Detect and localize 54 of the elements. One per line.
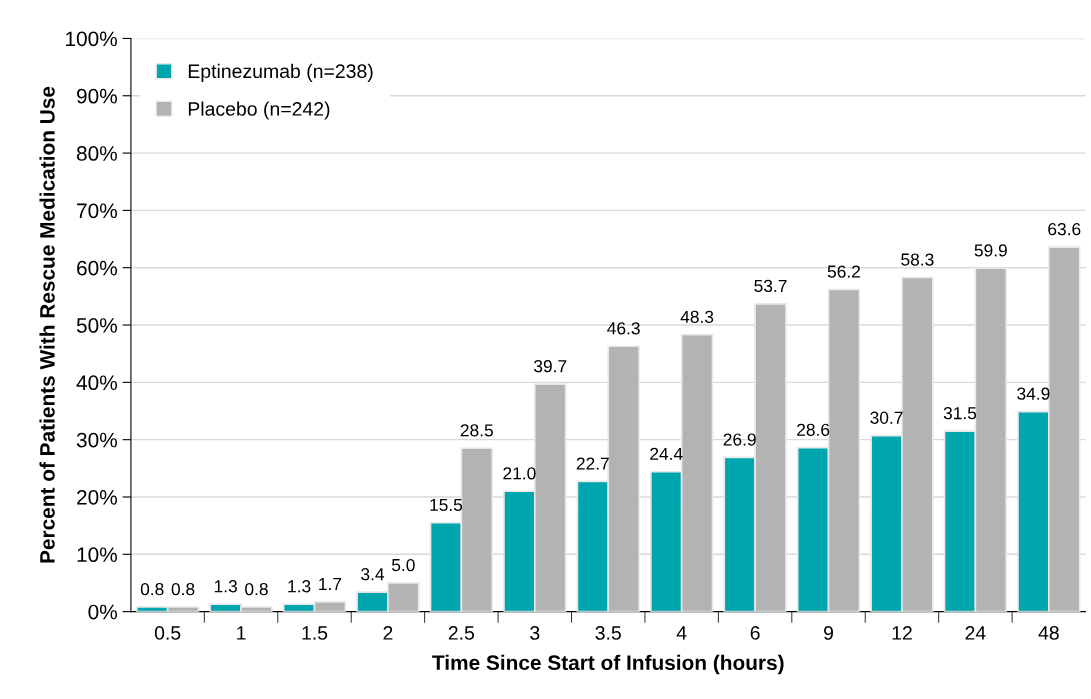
data-label: 58.3	[901, 253, 934, 266]
data-label: 28.6	[797, 423, 830, 436]
y-tick-label: 70%	[77, 203, 117, 219]
y-tick-label: 0%	[88, 604, 117, 620]
data-label: 21.0	[503, 467, 536, 480]
data-label: 15.5	[430, 498, 463, 512]
data-label: 0.8	[171, 582, 195, 596]
legend-label: Placebo (n=242)	[188, 101, 330, 120]
data-label: 26.9	[723, 433, 756, 446]
data-label: 1.3	[288, 580, 311, 593]
data-label: 5.0	[391, 558, 415, 572]
y-tick-label: 30%	[76, 432, 117, 448]
data-label: 63.6	[1048, 223, 1081, 236]
x-tick-label: 24	[965, 626, 986, 640]
y-axis-title: Percent of Patients With Rescue Medication Use	[39, 86, 55, 563]
x-tick-label: 48	[1038, 626, 1059, 640]
y-tick-label: 80%	[76, 146, 117, 161]
data-label: 59.9	[974, 244, 1007, 257]
y-tick-label: 20%	[77, 489, 117, 505]
x-tick-label: 9	[824, 626, 834, 640]
x-tick-label: 3	[530, 626, 540, 640]
data-label: 0.8	[245, 582, 268, 596]
y-tick-label: 60%	[77, 260, 117, 276]
data-label: 56.2	[827, 265, 860, 278]
data-label: 1.3	[214, 580, 237, 593]
y-tick-label: 10%	[77, 547, 117, 563]
data-label: 24.4	[650, 447, 683, 460]
data-label: 1.7	[319, 578, 342, 590]
legend-label: Eptinezumab (n=238)	[188, 63, 373, 82]
x-tick-label: 6	[750, 626, 760, 640]
data-label: 22.7	[576, 457, 609, 470]
data-label: 3.4	[361, 568, 385, 581]
data-label: 39.7	[533, 360, 567, 373]
data-label: 53.7	[754, 279, 787, 293]
x-tick-label: 12	[892, 626, 912, 640]
data-label: 31.5	[943, 407, 977, 420]
x-tick-label: 2	[383, 626, 393, 640]
x-tick-label: 1.5	[302, 626, 328, 640]
x-tick-label: 4	[676, 626, 687, 640]
data-label: 30.7	[870, 411, 903, 424]
y-tick-label: 50%	[76, 318, 117, 333]
data-label: 28.5	[460, 424, 493, 437]
y-tick-label: 90%	[77, 88, 117, 104]
data-label: 0.8	[140, 582, 164, 596]
y-tick-label: 40%	[76, 375, 117, 391]
x-axis-title: Time Since Start of Infusion (hours)	[432, 654, 784, 675]
x-tick-label: 0.5	[154, 626, 181, 640]
data-label: 48.3	[680, 310, 714, 324]
x-tick-label: 3.5	[595, 626, 621, 640]
y-tick-label: 100%	[66, 31, 117, 47]
data-label: 34.9	[1017, 387, 1050, 400]
x-tick-label: 1	[237, 626, 246, 640]
x-tick-label: 2.5	[448, 626, 475, 640]
data-label: 46.3	[607, 322, 640, 335]
